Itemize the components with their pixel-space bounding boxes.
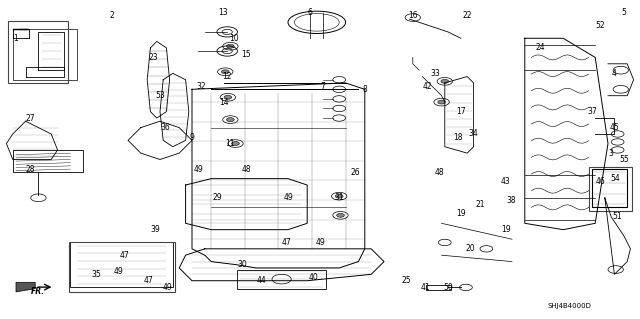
Text: 1: 1 <box>13 34 19 43</box>
Text: 51: 51 <box>612 212 623 221</box>
Circle shape <box>438 100 445 104</box>
Bar <box>13 150 83 172</box>
Circle shape <box>221 70 229 74</box>
Text: 21: 21 <box>476 200 484 209</box>
Text: 47: 47 <box>143 276 154 285</box>
Text: 47: 47 <box>120 251 130 260</box>
Text: 29: 29 <box>212 193 223 202</box>
Text: 30: 30 <box>237 260 247 269</box>
Text: 49: 49 <box>113 267 124 276</box>
Text: 44: 44 <box>256 276 266 285</box>
Text: 13: 13 <box>218 8 228 17</box>
Text: 7: 7 <box>321 82 326 91</box>
Bar <box>69 242 175 292</box>
Text: 19: 19 <box>500 225 511 234</box>
Bar <box>592 169 627 207</box>
Bar <box>8 21 68 83</box>
Text: 14: 14 <box>219 98 229 107</box>
Text: 31: 31 <box>334 193 344 202</box>
Text: 45: 45 <box>609 123 620 132</box>
Bar <box>237 270 326 289</box>
Text: 47: 47 <box>282 238 292 247</box>
Text: 43: 43 <box>500 177 511 186</box>
Text: 5: 5 <box>621 8 627 17</box>
Circle shape <box>224 95 232 99</box>
Text: 26: 26 <box>350 168 360 177</box>
Text: 4: 4 <box>612 69 617 78</box>
Text: 35: 35 <box>91 270 101 279</box>
Text: 42: 42 <box>422 82 433 91</box>
Text: 40: 40 <box>308 273 319 282</box>
Text: 50: 50 <box>443 283 453 292</box>
Text: 49: 49 <box>315 238 325 247</box>
Text: 48: 48 <box>241 165 252 174</box>
Text: 53: 53 <box>155 91 165 100</box>
Text: 32: 32 <box>196 82 207 91</box>
Text: 11: 11 <box>226 139 235 148</box>
Bar <box>589 167 632 211</box>
Text: 12: 12 <box>223 72 232 81</box>
Text: 38: 38 <box>506 197 516 205</box>
Text: 37: 37 <box>587 107 597 116</box>
Text: 25: 25 <box>401 276 412 285</box>
Text: 23: 23 <box>148 53 159 62</box>
Text: 54: 54 <box>611 174 621 183</box>
Text: 49: 49 <box>163 283 173 292</box>
Text: 20: 20 <box>465 244 476 253</box>
Text: 6: 6 <box>308 8 313 17</box>
Text: 24: 24 <box>536 43 546 52</box>
Text: 22: 22 <box>463 11 472 20</box>
Text: 9: 9 <box>189 133 195 142</box>
Text: 48: 48 <box>434 168 444 177</box>
Text: 49: 49 <box>283 193 293 202</box>
Circle shape <box>337 213 344 217</box>
Bar <box>426 285 451 290</box>
Text: 36: 36 <box>160 123 170 132</box>
Bar <box>70 242 173 287</box>
Bar <box>13 29 77 80</box>
Text: 39: 39 <box>150 225 160 234</box>
Text: 41: 41 <box>420 283 431 292</box>
Text: 17: 17 <box>456 107 466 116</box>
Text: 8: 8 <box>362 85 367 94</box>
Text: 3: 3 <box>609 149 614 158</box>
Text: 55: 55 <box>619 155 629 164</box>
Circle shape <box>441 79 449 83</box>
Text: SHJ4B4000D: SHJ4B4000D <box>548 303 591 309</box>
Text: 2: 2 <box>109 11 115 20</box>
Circle shape <box>227 44 234 48</box>
Text: 16: 16 <box>408 11 418 20</box>
Text: 34: 34 <box>468 130 479 138</box>
Polygon shape <box>16 282 35 292</box>
Circle shape <box>335 194 343 198</box>
Text: 46: 46 <box>595 177 605 186</box>
Circle shape <box>227 118 234 122</box>
Text: 28: 28 <box>26 165 35 174</box>
Text: 18: 18 <box>453 133 462 142</box>
Text: 27: 27 <box>26 114 36 122</box>
Text: 33: 33 <box>430 69 440 78</box>
Text: FR.: FR. <box>31 287 45 296</box>
Text: 10: 10 <box>228 34 239 43</box>
Circle shape <box>232 142 239 145</box>
Text: 49: 49 <box>193 165 204 174</box>
Text: 19: 19 <box>456 209 466 218</box>
Text: 15: 15 <box>241 50 252 59</box>
Text: 52: 52 <box>595 21 605 30</box>
